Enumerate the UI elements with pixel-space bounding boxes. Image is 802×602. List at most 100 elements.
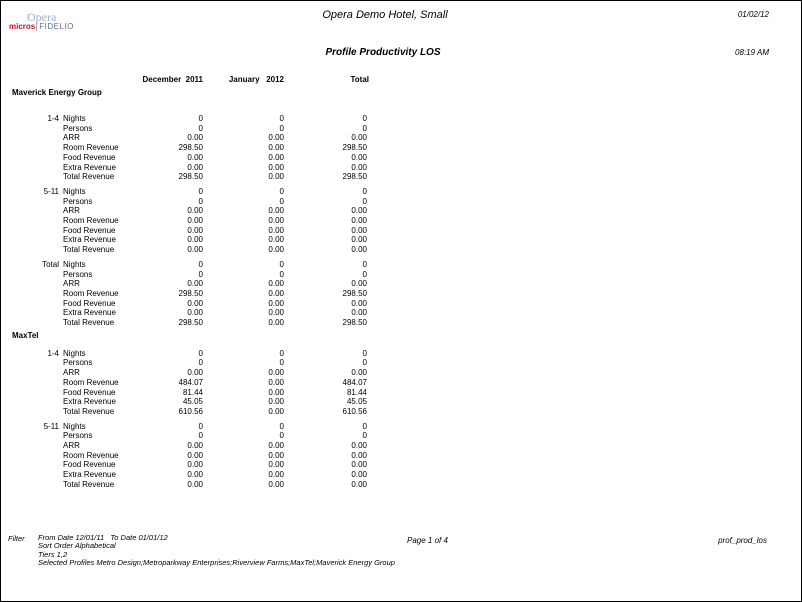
metric-label: Food Revenue — [63, 387, 116, 397]
metric-label: Food Revenue — [63, 152, 116, 162]
january-value: 0.00 — [268, 206, 284, 216]
december-value: 0.00 — [187, 460, 203, 470]
table-row: 1-4 Nights 0 0 0 — [1, 349, 801, 359]
total-value: 0.00 — [351, 368, 367, 378]
table-row: 1-4 Nights 0 0 0 — [1, 114, 801, 124]
table-row: Room Revenue 298.50 0.00 298.50 — [1, 143, 801, 153]
december-value: 484.07 — [178, 377, 203, 387]
opera-logo: Opera — [27, 10, 57, 24]
metric-label: Nights — [63, 186, 86, 196]
total-value: 0 — [362, 348, 367, 358]
table-row: Extra Revenue 0.00 0.00 0.00 — [1, 235, 801, 245]
january-value: 0.00 — [268, 441, 284, 450]
december-value: 298.50 — [178, 288, 203, 298]
december-value: 0.00 — [187, 225, 203, 235]
total-value: 0 — [362, 259, 367, 269]
table-row: 5-11 Nights 0 0 0 — [1, 187, 801, 197]
table-row: ARR 0.00 0.00 0.00 — [1, 133, 801, 143]
metric-label: Persons — [63, 358, 93, 368]
total-value: 0 — [362, 123, 367, 133]
january-value: 0.00 — [268, 216, 284, 225]
table-row: Total Nights 0 0 0 — [1, 260, 801, 270]
total-value: 45.05 — [346, 397, 367, 407]
december-value: 0.00 — [187, 308, 203, 318]
january-value: 0 — [279, 259, 284, 269]
metric-label: Extra Revenue — [63, 235, 116, 245]
los-group-label: 5-11 — [43, 421, 59, 431]
december-value: 0.00 — [187, 162, 203, 172]
total-value: 298.50 — [342, 318, 367, 327]
table-row: ARR 0.00 0.00 0.00 — [1, 441, 801, 451]
january-value: 0.00 — [268, 387, 284, 397]
december-value: 0 — [198, 421, 203, 431]
metric-label: ARR — [63, 441, 80, 450]
january-value: 0.00 — [268, 377, 284, 387]
january-value: 0 — [279, 186, 284, 196]
total-value: 0.00 — [351, 225, 367, 235]
december-value: 0.00 — [187, 245, 203, 255]
filter-label: Filter — [8, 534, 25, 543]
table-row: Room Revenue 0.00 0.00 0.00 — [1, 216, 801, 226]
filter-line: Sort Order Alphabetical — [38, 541, 116, 551]
table-row: Extra Revenue 45.05 0.00 45.05 — [1, 397, 801, 407]
january-value: 0.00 — [268, 406, 284, 416]
table-row: Total Revenue 298.50 0.00 298.50 — [1, 318, 801, 328]
december-value: 298.50 — [178, 318, 203, 327]
table-row: Extra Revenue 0.00 0.00 0.00 — [1, 163, 801, 173]
january-value: 0.00 — [268, 172, 284, 182]
january-value: 0.00 — [268, 288, 284, 298]
report-date: 01/02/12 — [737, 10, 769, 19]
january-value: 0 — [279, 114, 284, 123]
total-value: 0.00 — [351, 298, 367, 308]
table-row: Persons 0 0 0 — [1, 124, 801, 134]
table-row: Extra Revenue 0.00 0.00 0.00 — [1, 470, 801, 480]
table-row: Persons 0 0 0 — [1, 358, 801, 368]
total-value: 0.00 — [351, 235, 367, 245]
table-row: ARR 0.00 0.00 0.00 — [1, 279, 801, 289]
table-row: Total Revenue 298.50 0.00 298.50 — [1, 172, 801, 182]
report-id: prof_prod_los — [718, 536, 767, 545]
total-value: 0.00 — [351, 279, 367, 289]
december-value: 0 — [198, 196, 203, 206]
total-value: 0.00 — [351, 460, 367, 470]
january-value: 0 — [279, 196, 284, 206]
december-value: 0.00 — [187, 298, 203, 308]
metric-label: Room Revenue — [63, 143, 119, 153]
table-row: Food Revenue 0.00 0.00 0.00 — [1, 299, 801, 309]
metric-label: Extra Revenue — [63, 308, 116, 318]
january-value: 0 — [279, 348, 284, 358]
table-row: Food Revenue 0.00 0.00 0.00 — [1, 226, 801, 236]
los-group-label: 1-4 — [47, 114, 59, 123]
metric-label: ARR — [63, 368, 80, 378]
metric-label: Nights — [63, 348, 86, 358]
micros-fidelio-logo: micros FIDELIO — [9, 22, 74, 31]
january-value: 0.00 — [268, 143, 284, 153]
january-value: 0.00 — [268, 450, 284, 460]
december-value: 0 — [198, 186, 203, 196]
total-value: 298.50 — [342, 288, 367, 298]
december-value: 0 — [198, 259, 203, 269]
table-row: ARR 0.00 0.00 0.00 — [1, 206, 801, 216]
december-value: 0.00 — [187, 368, 203, 378]
profile-name: Maverick Energy Group — [12, 88, 102, 97]
january-value: 0.00 — [268, 279, 284, 289]
december-value: 0.00 — [187, 152, 203, 162]
december-value: 81.44 — [182, 387, 203, 397]
metric-label: Nights — [63, 114, 86, 123]
total-value: 0.00 — [351, 162, 367, 172]
total-value: 0 — [362, 421, 367, 431]
december-value: 0.00 — [187, 479, 203, 489]
metric-label: ARR — [63, 279, 80, 289]
metric-label: ARR — [63, 133, 80, 143]
table-row: Persons 0 0 0 — [1, 197, 801, 207]
december-value: 610.56 — [178, 406, 203, 416]
december-value: 0 — [198, 123, 203, 133]
metric-label: ARR — [63, 206, 80, 216]
december-value: 0.00 — [187, 470, 203, 480]
total-value: 0.00 — [351, 441, 367, 450]
metric-label: Persons — [63, 269, 93, 279]
metric-label: Total Revenue — [63, 318, 115, 327]
report-time: 08:19 AM — [735, 48, 769, 57]
table-row: Total Revenue 0.00 0.00 0.00 — [1, 480, 801, 490]
